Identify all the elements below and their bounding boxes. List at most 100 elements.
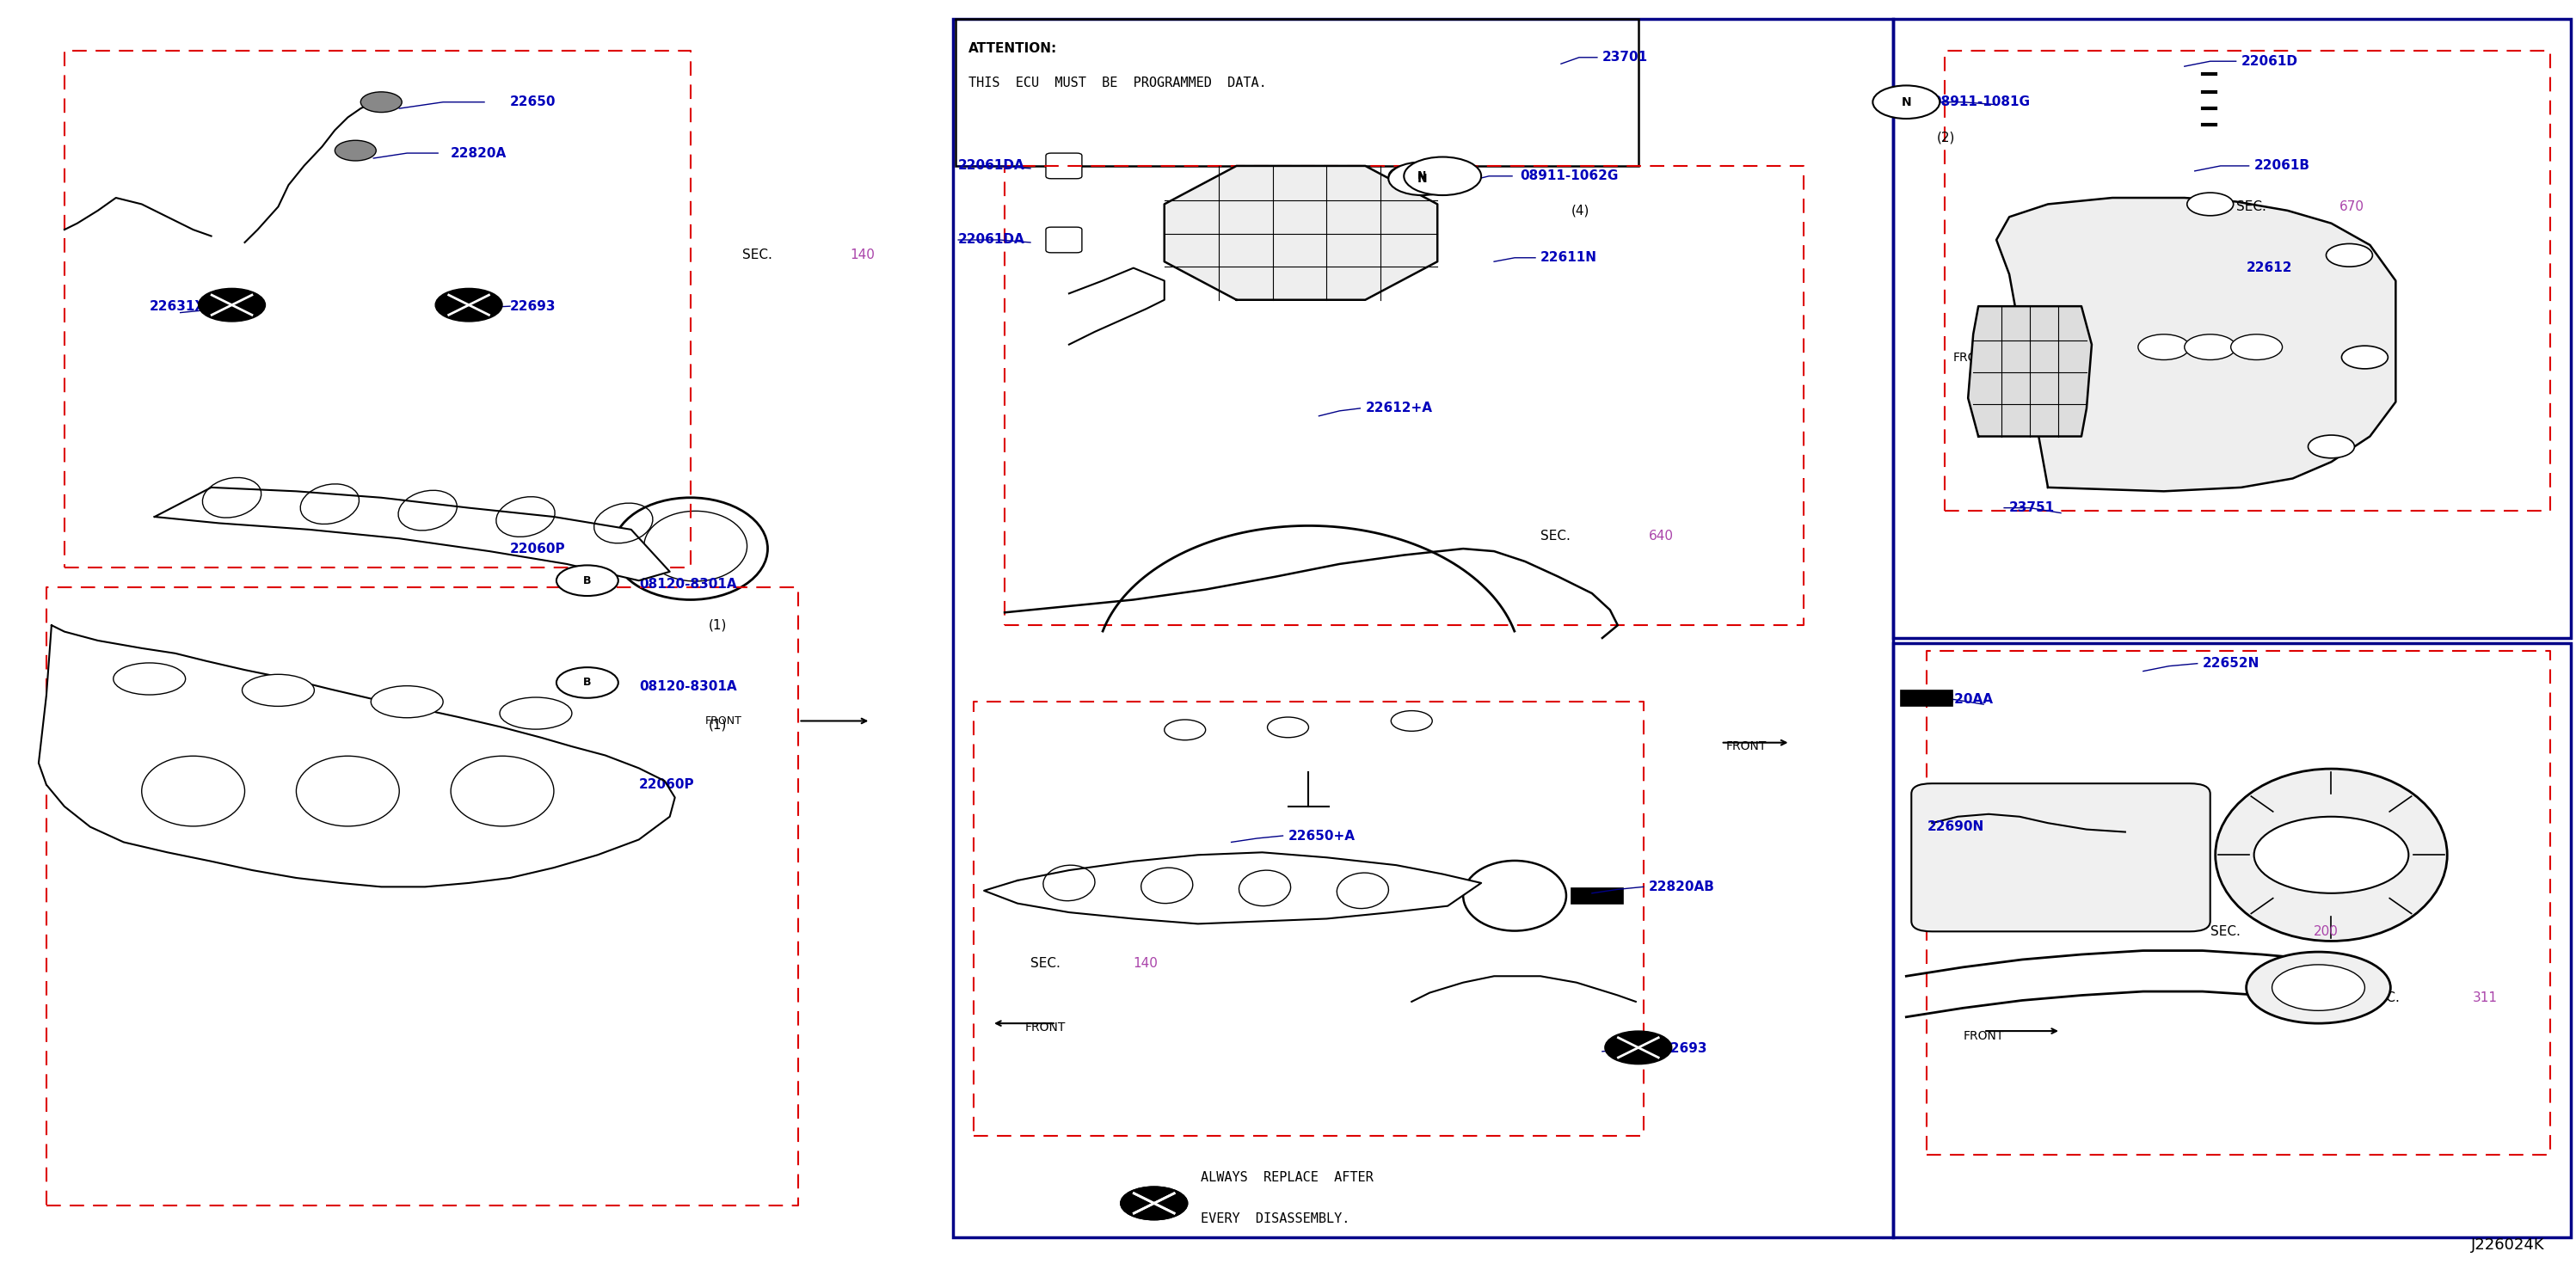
Circle shape (1388, 162, 1455, 195)
Circle shape (361, 92, 402, 112)
Circle shape (1873, 85, 1940, 119)
Circle shape (435, 288, 502, 322)
Text: 22061D: 22061D (2241, 55, 2298, 68)
Text: 22693: 22693 (510, 300, 556, 313)
Text: SEC.: SEC. (742, 249, 773, 262)
Text: 22061B: 22061B (2254, 160, 2311, 172)
Circle shape (2246, 952, 2391, 1023)
Text: 22650: 22650 (510, 96, 556, 108)
Text: 22061DA: 22061DA (958, 234, 1025, 246)
Text: 22693: 22693 (1662, 1042, 1708, 1055)
Ellipse shape (500, 697, 572, 729)
Circle shape (2138, 334, 2190, 360)
Polygon shape (984, 852, 1481, 924)
Circle shape (2308, 435, 2354, 458)
Text: SEC.: SEC. (2370, 991, 2401, 1004)
Circle shape (2272, 965, 2365, 1011)
Circle shape (2326, 244, 2372, 267)
Polygon shape (1996, 198, 2396, 491)
Circle shape (2231, 334, 2282, 360)
FancyBboxPatch shape (1046, 153, 1082, 179)
Text: SEC.: SEC. (1030, 957, 1061, 970)
Text: ALWAYS  REPLACE  AFTER: ALWAYS REPLACE AFTER (1200, 1171, 1373, 1184)
Circle shape (1404, 157, 1481, 195)
Text: 140: 140 (850, 249, 876, 262)
Text: 08120-8301A: 08120-8301A (639, 578, 737, 591)
Bar (1893, 643, 2571, 1238)
Circle shape (335, 140, 376, 161)
Text: FRONT: FRONT (1025, 1021, 1066, 1034)
Bar (956, 19, 1638, 166)
Text: ATTENTION:: ATTENTION: (969, 42, 1056, 55)
Text: 22612+A: 22612+A (1365, 402, 1432, 415)
Text: 22820A: 22820A (451, 147, 507, 160)
Polygon shape (1968, 306, 2092, 436)
Ellipse shape (242, 674, 314, 707)
Text: 200: 200 (2313, 925, 2339, 938)
Text: (2): (2) (1937, 131, 1955, 144)
Circle shape (1388, 165, 1435, 188)
Text: EVERY  DISASSEMBLY.: EVERY DISASSEMBLY. (1200, 1212, 1350, 1225)
Text: SEC.: SEC. (2210, 925, 2241, 938)
Circle shape (556, 667, 618, 698)
FancyBboxPatch shape (1901, 690, 1953, 706)
Ellipse shape (113, 664, 185, 694)
Circle shape (2342, 346, 2388, 369)
Text: 23751: 23751 (2009, 501, 2056, 514)
Text: N: N (1417, 172, 1427, 185)
FancyBboxPatch shape (1571, 888, 1623, 903)
Text: FRONT: FRONT (706, 716, 742, 726)
Text: 670: 670 (2339, 200, 2365, 213)
FancyBboxPatch shape (1046, 227, 1082, 253)
Bar (953, 19, 1893, 1238)
Text: 22820AB: 22820AB (1649, 880, 1716, 893)
Text: 22060P: 22060P (510, 542, 567, 555)
FancyBboxPatch shape (1911, 783, 2210, 931)
Text: J226024K: J226024K (2470, 1238, 2545, 1253)
Text: 22820AA: 22820AA (1927, 693, 1994, 706)
Circle shape (2254, 817, 2409, 893)
Ellipse shape (371, 686, 443, 717)
Polygon shape (155, 487, 670, 581)
Text: SEC.: SEC. (2236, 200, 2267, 213)
Text: SEC.: SEC. (1540, 530, 1571, 542)
Ellipse shape (2215, 768, 2447, 942)
Text: 640: 640 (1649, 530, 1674, 542)
Text: 22612: 22612 (2246, 262, 2293, 274)
Text: B: B (582, 575, 592, 586)
Text: THIS  ECU  MUST  BE  PROGRAMMED  DATA.: THIS ECU MUST BE PROGRAMMED DATA. (969, 77, 1267, 89)
Text: B: B (582, 678, 592, 688)
Text: 22652N: 22652N (2202, 657, 2259, 670)
Circle shape (2184, 334, 2236, 360)
Text: FRONT: FRONT (1953, 351, 1994, 364)
Text: 311: 311 (2473, 991, 2499, 1004)
Polygon shape (1164, 166, 1437, 300)
Circle shape (556, 565, 618, 596)
Text: 22631X: 22631X (149, 300, 206, 313)
Text: 08911-1062G: 08911-1062G (1520, 170, 1618, 182)
Circle shape (1164, 720, 1206, 740)
Circle shape (198, 288, 265, 322)
Text: (1): (1) (708, 718, 726, 731)
Text: FRONT: FRONT (1726, 740, 1767, 753)
Circle shape (1391, 711, 1432, 731)
Text: N: N (1417, 171, 1427, 181)
Text: 22061DA: 22061DA (958, 160, 1025, 172)
Text: 23701: 23701 (1602, 51, 1649, 64)
Text: 140: 140 (1133, 957, 1159, 970)
Text: FRONT: FRONT (1963, 1030, 2004, 1042)
Text: 22060P: 22060P (639, 778, 696, 791)
Text: N: N (1901, 96, 1911, 108)
Text: 08911-1081G: 08911-1081G (1932, 96, 2030, 108)
Text: 08120-8301A: 08120-8301A (639, 680, 737, 693)
Text: (4): (4) (1571, 204, 1589, 217)
Text: 22611N: 22611N (1540, 251, 1597, 264)
Polygon shape (39, 625, 675, 887)
Circle shape (1605, 1031, 1672, 1064)
Circle shape (2187, 193, 2233, 216)
Circle shape (1267, 717, 1309, 738)
Text: 22690N: 22690N (1927, 820, 1984, 833)
Bar (1893, 19, 2571, 638)
Text: 22650+A: 22650+A (1288, 829, 1355, 842)
Circle shape (1121, 1187, 1188, 1220)
